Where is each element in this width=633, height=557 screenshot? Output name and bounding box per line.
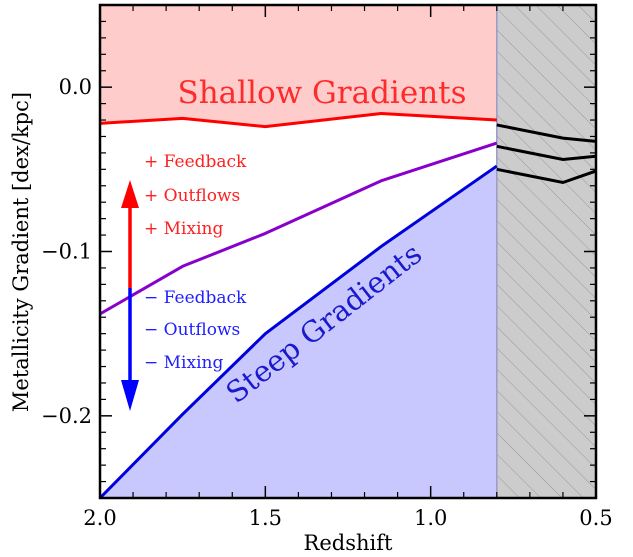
y-tick-label: −0.2 (41, 404, 92, 428)
x-tick-label: 0.5 (579, 506, 612, 530)
x-tick-label: 1.5 (249, 506, 282, 530)
double-arrow-icon (121, 180, 139, 411)
excluded-region-hatch (497, 5, 596, 498)
minus-feedback-label: − Feedback (144, 288, 247, 308)
x-axis-label: Redshift (304, 531, 393, 555)
minus-outflows-label: − Outflows (144, 320, 240, 340)
x-tick-label: 1.0 (414, 506, 447, 530)
x-tick-label: 2.0 (83, 506, 116, 530)
plus-outflows-label: + Outflows (144, 186, 240, 206)
minus-mixing-label: − Mixing (144, 353, 223, 373)
shallow-gradients-label: Shallow Gradients (177, 75, 466, 111)
positive-factors: + Feedback + Outflows + Mixing (144, 152, 247, 239)
plus-feedback-label: + Feedback (144, 152, 247, 172)
negative-factors: − Feedback − Outflows − Mixing (144, 288, 247, 373)
plus-mixing-label: + Mixing (144, 219, 223, 239)
y-tick-label: −0.1 (41, 240, 92, 264)
y-tick-label: 0.0 (59, 75, 92, 99)
y-axis-label: Metallicity Gradient [dex/kpc] (9, 92, 33, 412)
